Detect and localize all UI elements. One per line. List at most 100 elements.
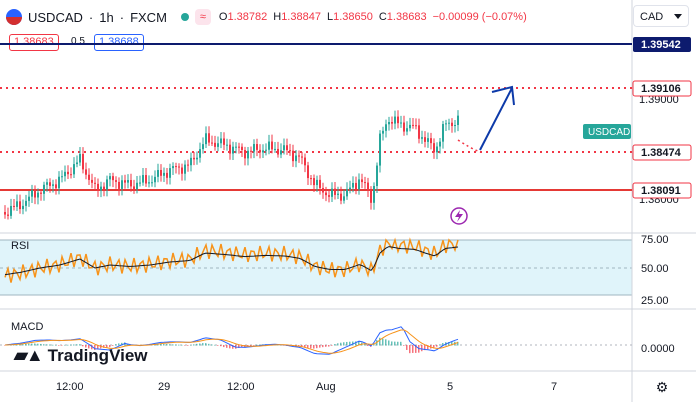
macd-histogram-bar xyxy=(166,344,168,346)
candle-body xyxy=(343,196,345,201)
candle-body xyxy=(190,157,192,166)
candle-body xyxy=(163,172,165,176)
candle-body xyxy=(19,201,21,210)
candle-body xyxy=(385,124,387,131)
macd-histogram-bar xyxy=(37,343,39,346)
macd-histogram-bar xyxy=(436,345,438,347)
candle-body xyxy=(223,138,225,145)
candle-body xyxy=(148,182,150,184)
candle-body xyxy=(115,180,117,182)
candle-body xyxy=(376,165,378,187)
projection-arrow[interactable] xyxy=(479,87,513,151)
ohlc-open: O1.38782 xyxy=(218,11,268,23)
macd-histogram-bar xyxy=(121,342,123,346)
candle-body xyxy=(403,122,405,132)
lightning-icon[interactable] xyxy=(450,207,468,225)
macd-histogram-bar xyxy=(211,344,213,346)
candle-body xyxy=(346,189,348,197)
macd-histogram-bar xyxy=(421,345,423,352)
candle-body xyxy=(13,205,15,207)
candle-body xyxy=(328,195,330,197)
candle-body xyxy=(175,166,177,168)
macd-histogram-bar xyxy=(379,337,381,346)
candle-body xyxy=(214,142,216,147)
candle-body xyxy=(262,150,264,153)
candle-body xyxy=(292,150,294,162)
macd-histogram-bar xyxy=(250,345,252,346)
candle-body xyxy=(445,123,447,125)
macd-histogram-bar xyxy=(106,345,108,348)
rsi-tick-50: 50.00 xyxy=(641,263,669,275)
macd-histogram-bar xyxy=(220,345,222,347)
candle-body xyxy=(112,176,114,181)
ohlc-close: C1.38683 xyxy=(378,11,427,23)
interval-label[interactable]: 1h xyxy=(99,9,114,25)
symbol-name[interactable]: USDCAD xyxy=(28,9,83,25)
macd-histogram-bar xyxy=(367,345,369,346)
candle-body xyxy=(73,164,75,175)
projection-dotted xyxy=(457,139,481,153)
candle-body xyxy=(436,146,438,153)
price-tick-1: 1.39000 xyxy=(639,94,679,106)
candle-body xyxy=(331,188,333,197)
macd-group xyxy=(4,326,459,355)
macd-histogram-bar xyxy=(172,344,174,346)
candle-body xyxy=(421,137,423,139)
candle-body xyxy=(454,125,456,127)
candle-body xyxy=(178,166,180,168)
time-tick-6: 7 xyxy=(551,381,557,393)
currency-select[interactable]: CAD xyxy=(633,5,689,27)
candle-body xyxy=(40,192,42,194)
price-label-bg-2 xyxy=(632,80,692,97)
candle-body xyxy=(97,183,99,191)
candle-body xyxy=(25,200,27,206)
candle-body xyxy=(46,182,48,185)
candle-body xyxy=(352,182,354,188)
macd-histogram-bar xyxy=(199,343,201,346)
price-label-bg-1 xyxy=(633,37,691,52)
macd-histogram-bar xyxy=(229,345,231,349)
macd-histogram-bar xyxy=(19,344,21,346)
symbol-legend[interactable]: USDCAD · 1h · FXCM ≈ O1.38782 H1.38847 L… xyxy=(6,7,527,27)
macd-signal-line xyxy=(4,329,459,354)
macd-histogram-bar xyxy=(157,343,159,346)
candle-body xyxy=(394,116,396,124)
candle-body xyxy=(397,116,399,124)
price-label-bg-4 xyxy=(632,182,692,199)
macd-histogram-bar xyxy=(457,341,459,346)
macd-histogram-bar xyxy=(58,345,60,346)
candles-group xyxy=(4,110,459,220)
candle-body xyxy=(418,125,420,139)
candle-body xyxy=(196,157,198,160)
macd-histogram-bar xyxy=(70,344,72,346)
candle-body xyxy=(295,155,297,162)
candle-body xyxy=(139,182,141,184)
rsi-label: RSI xyxy=(11,240,29,252)
macd-histogram-bar xyxy=(424,345,426,351)
macd-histogram-bar xyxy=(190,344,192,346)
macd-histogram-bar xyxy=(394,341,396,346)
candle-body xyxy=(265,149,267,151)
wave-icon[interactable]: ≈ xyxy=(194,9,211,25)
macd-histogram-bar xyxy=(88,345,90,349)
candle-body xyxy=(409,124,411,129)
arrow-head-icon xyxy=(491,85,515,106)
candle-body xyxy=(187,164,189,166)
tradingview-logo[interactable]: ▰▲ TradingView xyxy=(14,345,148,366)
macd-histogram-bar xyxy=(64,344,66,346)
gear-icon[interactable]: ⚙ xyxy=(655,379,669,395)
candle-body xyxy=(382,130,384,134)
candle-body xyxy=(451,122,453,127)
candle-body xyxy=(247,150,249,159)
candle-body xyxy=(88,174,90,180)
macd-histogram-bar xyxy=(322,345,324,348)
macd-histogram-bar xyxy=(451,341,453,346)
rsi-tick-25: 25.00 xyxy=(641,295,669,307)
candle-body xyxy=(130,180,132,187)
candle-body xyxy=(439,141,441,147)
price-label-3: 1.38474 xyxy=(641,147,682,159)
candle-body xyxy=(121,180,123,189)
candle-body xyxy=(202,144,204,150)
